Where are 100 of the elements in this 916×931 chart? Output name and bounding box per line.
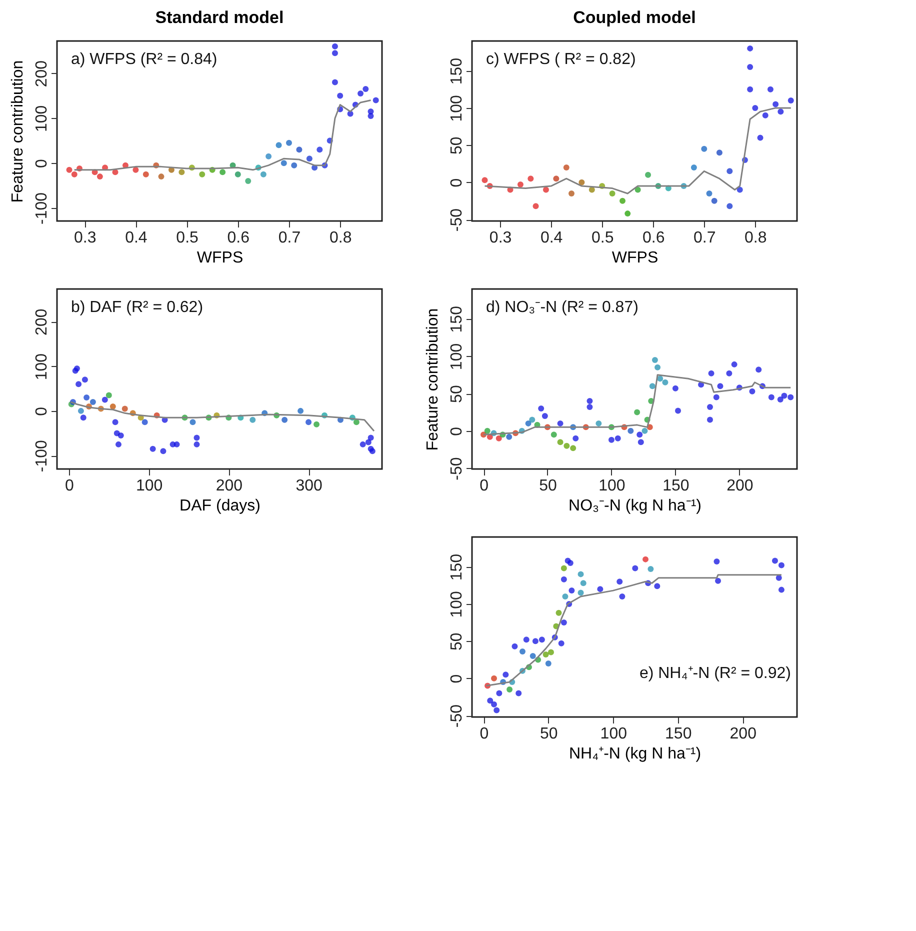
y-tick-label: 200 xyxy=(34,60,50,88)
point xyxy=(332,50,338,56)
point xyxy=(778,586,784,593)
x-tick-label: 0.5 xyxy=(591,230,614,246)
point xyxy=(568,190,574,196)
point xyxy=(528,176,534,182)
point xyxy=(616,578,623,585)
point xyxy=(80,414,86,421)
point xyxy=(560,565,567,572)
x-tick-label: 0.6 xyxy=(227,230,250,246)
point xyxy=(314,421,320,428)
point xyxy=(788,98,794,104)
x-axis-title: NO₃⁻-N (kg N ha⁻¹) xyxy=(568,498,702,514)
x-tick-label: 150 xyxy=(662,478,690,494)
point xyxy=(106,392,112,398)
point xyxy=(560,576,567,582)
point xyxy=(706,190,712,196)
point xyxy=(523,636,530,643)
point xyxy=(306,419,312,426)
y-tick-label: -50 xyxy=(448,457,466,480)
point xyxy=(282,416,288,423)
point xyxy=(632,565,638,572)
point xyxy=(711,198,718,204)
point xyxy=(580,580,586,586)
point xyxy=(491,675,498,682)
x-tick-label: 100 xyxy=(598,478,626,494)
point xyxy=(568,588,575,594)
point xyxy=(747,86,754,92)
point xyxy=(772,558,778,564)
point xyxy=(532,203,539,210)
point xyxy=(365,439,372,446)
y-tick-label: 100 xyxy=(448,343,466,370)
point xyxy=(578,571,584,578)
point xyxy=(553,176,560,182)
point xyxy=(502,672,509,678)
point xyxy=(296,146,302,153)
x-tick-label: 0.6 xyxy=(642,230,665,246)
point xyxy=(190,419,196,426)
point xyxy=(516,690,522,696)
point xyxy=(545,660,552,666)
y-tick-label: 150 xyxy=(448,306,466,333)
x-tick-label: 0.8 xyxy=(329,230,352,246)
point xyxy=(690,164,697,170)
y-tick-label: 0 xyxy=(34,159,50,168)
point xyxy=(74,366,80,372)
y-tick-label: 100 xyxy=(448,590,466,618)
point xyxy=(620,198,626,204)
x-tick-label: 0 xyxy=(480,726,489,742)
point xyxy=(234,171,241,178)
point xyxy=(266,153,272,160)
point xyxy=(353,419,360,426)
x-tick-label: 0.3 xyxy=(74,230,96,246)
point xyxy=(368,446,374,452)
y-tick-label: 200 xyxy=(34,308,50,336)
point xyxy=(220,169,226,176)
point xyxy=(199,171,206,178)
x-tick-label: 50 xyxy=(539,478,557,494)
point xyxy=(642,556,649,562)
x-axis-title: WFPS xyxy=(196,250,244,266)
point xyxy=(110,403,116,410)
point xyxy=(66,166,72,173)
chart-title: Coupled model xyxy=(573,8,696,27)
point xyxy=(563,164,570,170)
y-tick-label: 150 xyxy=(448,58,466,85)
x-axis-title: WFPS xyxy=(612,250,658,266)
point xyxy=(316,146,323,153)
point xyxy=(174,441,180,448)
x-tick-label: 0.8 xyxy=(744,230,767,246)
point xyxy=(250,416,256,423)
point xyxy=(624,210,631,217)
point xyxy=(482,177,488,184)
annotation: a) WFPS (R² = 0.84) xyxy=(71,51,218,68)
point xyxy=(132,166,139,173)
y-axis-title: Feature contribution xyxy=(424,308,442,451)
x-tick-label: 0.4 xyxy=(540,230,563,246)
x-axis-title: DAF (days) xyxy=(180,498,260,514)
point xyxy=(496,690,502,696)
point xyxy=(747,45,754,52)
point xyxy=(747,64,754,70)
point xyxy=(532,638,538,644)
y-tick-label: 0 xyxy=(448,426,466,436)
annotation: d) NO₃⁻-N (R² = 0.87) xyxy=(486,299,638,316)
point xyxy=(542,186,549,193)
point xyxy=(78,408,84,414)
x-tick-label: 0.5 xyxy=(176,230,199,246)
point xyxy=(548,649,554,656)
point xyxy=(260,171,266,178)
point xyxy=(567,560,574,566)
point xyxy=(715,578,722,584)
point xyxy=(609,190,616,196)
point xyxy=(578,590,584,596)
point xyxy=(158,174,164,180)
point xyxy=(122,406,128,412)
point xyxy=(778,108,784,115)
x-tick-label: 150 xyxy=(665,726,692,742)
x-tick-label: 300 xyxy=(296,478,322,494)
point xyxy=(762,112,768,118)
point xyxy=(654,583,660,590)
annotation: c) WFPS ( R² = 0.82) xyxy=(486,51,636,68)
point xyxy=(538,636,545,643)
